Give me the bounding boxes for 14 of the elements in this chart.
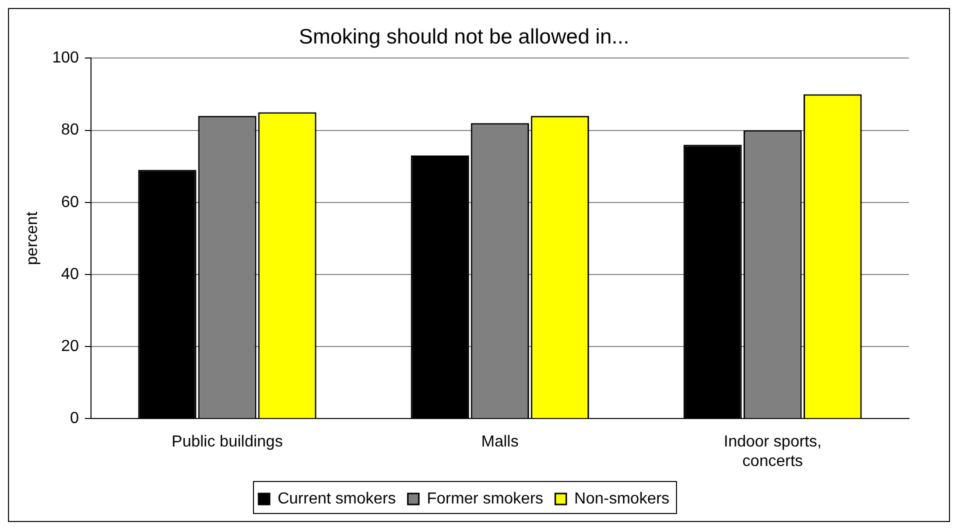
legend-label: Current smokers bbox=[278, 490, 396, 508]
y-tick-label: 60 bbox=[61, 194, 79, 211]
y-tick-label: 80 bbox=[61, 122, 79, 139]
y-tick-label: 0 bbox=[70, 410, 79, 428]
chart-title: Smoking should not be allowed in... bbox=[298, 25, 630, 48]
legend-label: Non-smokers bbox=[574, 490, 670, 508]
x-tick-label: Public buildings bbox=[172, 434, 283, 451]
x-tick-label: Indoor sports, concerts bbox=[724, 434, 822, 470]
y-axis-title: percent bbox=[24, 211, 42, 266]
y-tick-label: 40 bbox=[61, 266, 79, 283]
y-tick-label: 100 bbox=[52, 50, 79, 67]
y-tick-label: 20 bbox=[61, 338, 79, 355]
legend-label: Former smokers bbox=[426, 490, 544, 508]
x-tick-label: Malls bbox=[481, 434, 519, 451]
